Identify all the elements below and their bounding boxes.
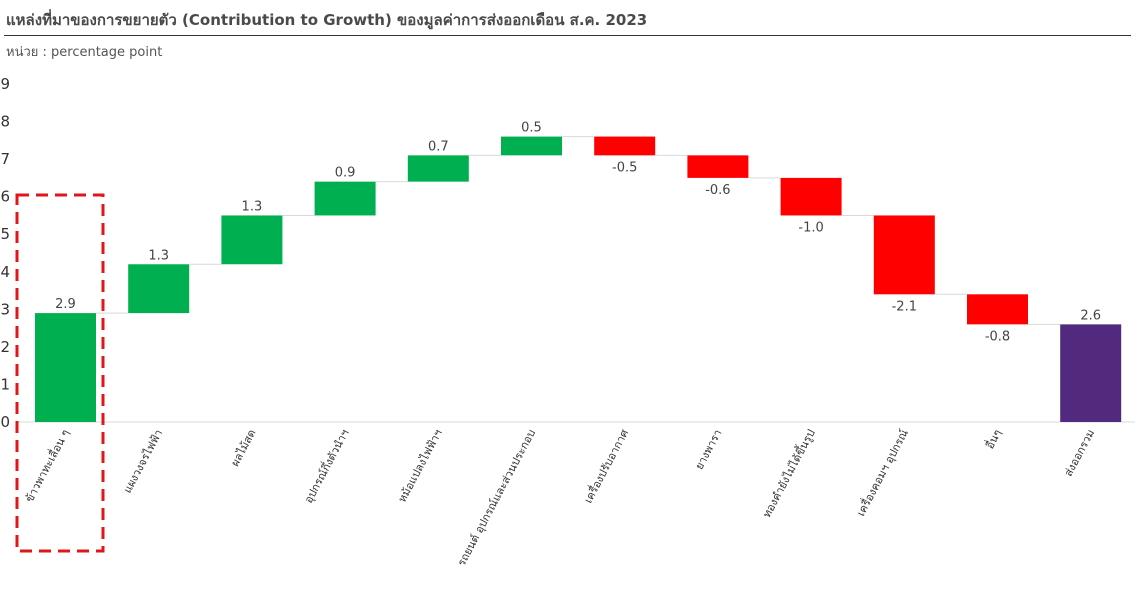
x-tick-label: หม้อแปลงไฟฟ้าฯ (396, 427, 445, 504)
data-label: 0.7 (428, 139, 449, 154)
y-tick-label: 7 (0, 150, 10, 168)
bar-decrease (967, 294, 1028, 325)
y-tick-label: 3 (0, 300, 10, 318)
x-tick-label: ทองคำยังไม่ได้ขึ้นรูป (759, 426, 818, 520)
bar-increase (501, 136, 562, 156)
x-tick-label: ยางพารา (693, 427, 725, 472)
highlight-box (15, 193, 105, 553)
bar-decrease (873, 215, 935, 295)
title-divider (4, 35, 1131, 36)
y-axis: 0 1 2 3 4 5 6 7 8 9 (0, 75, 10, 431)
bar-increase (314, 181, 376, 216)
data-label: -1.0 (798, 220, 823, 235)
x-tick-label: ส่งออกรวม (1062, 427, 1098, 478)
x-tick-label: เครื่องคอมฯ อุปกรณ์ (853, 426, 911, 518)
data-label: 2.9 (55, 297, 76, 312)
connector-lines (96, 136, 1061, 325)
bar-total (1060, 324, 1122, 422)
chart-title: แหล่งที่มาของการขยายตัว (Contribution to… (6, 11, 648, 29)
x-tick-label: แผงวงจรไฟฟ้า (121, 427, 165, 495)
y-tick-label: 1 (0, 375, 10, 393)
bar-decrease (780, 177, 842, 216)
unit-label: หน่วย : percentage point (6, 45, 163, 60)
data-label: -0.8 (985, 329, 1010, 344)
bar-decrease (594, 136, 656, 156)
data-label: -0.6 (705, 183, 730, 198)
bar-increase (407, 155, 469, 182)
bar-increase (128, 264, 190, 314)
data-labels: 2.9 1.3 1.3 0.9 0.7 0.5 -0.5 -0.6 -1.0 -2.1 -0.8 2.… (55, 121, 1101, 345)
data-label: -2.1 (892, 299, 917, 314)
y-tick-label: 9 (0, 75, 10, 93)
x-tick-label: อื่นๆ (981, 426, 1004, 451)
y-tick-label: 2 (0, 338, 10, 356)
bar-decrease (687, 155, 749, 178)
bar-increase (221, 215, 283, 265)
data-label: 1.3 (242, 199, 263, 214)
x-tick-label: ข้าวพาทะเลื่อน ๆ (21, 426, 72, 504)
data-label: 1.3 (148, 248, 169, 263)
y-tick-label: 0 (0, 413, 10, 431)
x-tick-label: ผลไม้สด (228, 427, 258, 468)
y-tick-label: 5 (0, 225, 10, 243)
x-tick-label: เครื่องปรับอากาศ (580, 426, 632, 505)
data-label: 0.5 (521, 121, 542, 136)
bars (35, 136, 1122, 422)
y-tick-label: 8 (0, 113, 10, 131)
data-label: -0.5 (612, 160, 637, 175)
y-tick-label: 6 (0, 188, 10, 206)
x-tick-label: อุปกรณ์กึ่งตัวนำฯ (300, 426, 352, 505)
x-tick-label: รถยนต์ อุปกรณ์และส่วนประกอบ (455, 427, 538, 568)
data-label: 2.6 (1080, 308, 1101, 323)
x-axis-labels: ข้าวพาทะเลื่อน ๆ แผงวงจรไฟฟ้า ผลไม้สด อุปกร… (21, 426, 1097, 568)
bar-increase (35, 313, 96, 422)
y-tick-label: 4 (0, 263, 10, 281)
data-label: 0.9 (335, 166, 356, 181)
